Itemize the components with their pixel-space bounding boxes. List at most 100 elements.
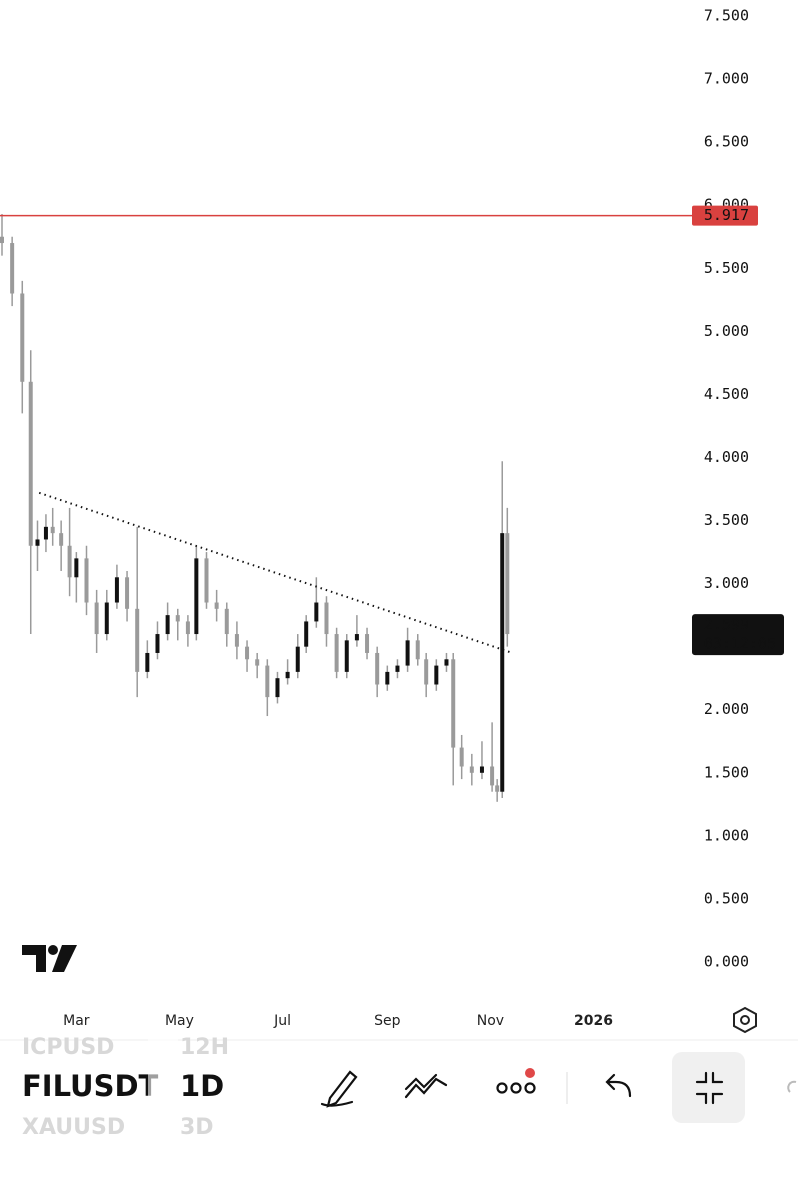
candle-body: [155, 634, 160, 653]
candle-body: [434, 665, 439, 685]
y-tick-label: 5.000: [704, 322, 749, 340]
candle-body: [59, 533, 64, 546]
trend-line: [38, 491, 513, 654]
candle-body: [204, 558, 209, 603]
candle-body: [74, 558, 79, 578]
y-tick-label: 0.500: [704, 889, 749, 907]
fade: [148, 1030, 178, 1140]
symbol-prev[interactable]: ICPUSD: [22, 1035, 114, 1060]
candle-body: [185, 621, 190, 635]
candle-body: [375, 652, 380, 685]
candle-body: [94, 602, 99, 635]
symbol-current[interactable]: FILUSDT: [22, 1069, 159, 1103]
candle-body: [334, 634, 339, 672]
interval-next[interactable]: 3D: [180, 1115, 214, 1140]
x-tick-label: Mar: [63, 1013, 90, 1029]
candle-body: [500, 533, 505, 792]
candle-body: [490, 766, 495, 786]
x-tick-label: Jul: [273, 1013, 291, 1029]
candle-body: [28, 381, 33, 546]
candle-body: [395, 665, 400, 672]
candle-body: [469, 766, 474, 773]
symbol-next[interactable]: XAUUSD: [22, 1115, 125, 1140]
y-tick-label: 3.500: [704, 511, 749, 529]
x-tick-label: Nov: [477, 1013, 504, 1029]
candle-body: [495, 785, 500, 792]
candle-body: [451, 659, 456, 748]
interval-current[interactable]: 1D: [180, 1069, 224, 1103]
interval-prev[interactable]: 12H: [180, 1035, 229, 1060]
y-tick-label: 6.500: [704, 133, 749, 151]
candle-body: [234, 634, 239, 647]
fullscreen-button[interactable]: [672, 1052, 745, 1123]
candle-body: [104, 602, 109, 635]
last-price-tag: [692, 614, 784, 656]
candle-body: [194, 558, 199, 635]
candle-body: [344, 640, 349, 672]
candle-body: [405, 640, 410, 666]
y-tick-label: 2.000: [704, 700, 749, 718]
x-tick-label: May: [165, 1013, 194, 1029]
last-price-label: 2.599: [704, 616, 749, 634]
settings-icon[interactable]: [733, 1006, 757, 1034]
candle-body: [324, 602, 329, 635]
y-tick-label: 0.000: [704, 953, 749, 971]
y-tick-label: 1.000: [704, 826, 749, 844]
y-tick-label: 3.000: [704, 574, 749, 592]
candle-body: [479, 766, 484, 773]
candle-body: [424, 659, 429, 685]
candle-body: [165, 615, 170, 635]
price-tag-label: 5.917: [704, 206, 749, 224]
candle-body: [0, 236, 4, 244]
candle-body: [285, 671, 290, 679]
candle-body: [275, 678, 280, 698]
candle-body: [20, 293, 25, 382]
candle-body: [444, 659, 449, 666]
candle-body: [385, 671, 390, 685]
candle-body: [415, 640, 420, 660]
candle-body: [43, 526, 48, 540]
candle-body: [145, 652, 150, 672]
candle-body: [67, 545, 72, 578]
notification-dot: [525, 1068, 535, 1078]
candle-body: [459, 747, 464, 767]
candle-body: [214, 602, 219, 609]
y-tick-label: 1.500: [704, 763, 749, 781]
candle-body: [354, 634, 359, 641]
y-tick-label: 4.000: [704, 448, 749, 466]
candle-body: [175, 615, 180, 622]
candle-body: [265, 665, 270, 698]
tv-logo: [22, 945, 77, 972]
indicator-button[interactable]: [404, 1073, 448, 1099]
candle-body: [295, 646, 300, 672]
price-tag: [692, 205, 758, 226]
candle-body: [125, 577, 130, 609]
candle-body: [10, 243, 15, 294]
y-tick-label: 4.500: [704, 385, 749, 403]
candle-body: [114, 577, 119, 603]
candle-body: [35, 539, 40, 546]
collapse-icon: [695, 1071, 724, 1105]
candle-body: [304, 621, 309, 647]
candle-body: [135, 608, 140, 672]
y-tick-label: 5.500: [704, 259, 749, 277]
y-tick-label: 7.500: [704, 7, 749, 25]
countdown: 03:12:05: [704, 635, 776, 653]
candle-body: [365, 634, 370, 653]
candle-body: [245, 646, 250, 660]
candle-body: [84, 558, 89, 603]
undo-button[interactable]: [605, 1073, 632, 1098]
candle-body: [314, 602, 319, 622]
x-tick-label: Sep: [374, 1013, 401, 1029]
more-button[interactable]: [496, 1082, 536, 1094]
more-edge: [787, 1080, 797, 1093]
x-tick-label: 2026: [574, 1013, 613, 1029]
candle-body: [224, 608, 229, 635]
candle-body: [505, 533, 510, 635]
candle-body: [50, 526, 55, 534]
candle-body: [255, 659, 260, 666]
draw-button[interactable]: [320, 1070, 358, 1108]
y-tick-label: 7.000: [704, 70, 749, 88]
